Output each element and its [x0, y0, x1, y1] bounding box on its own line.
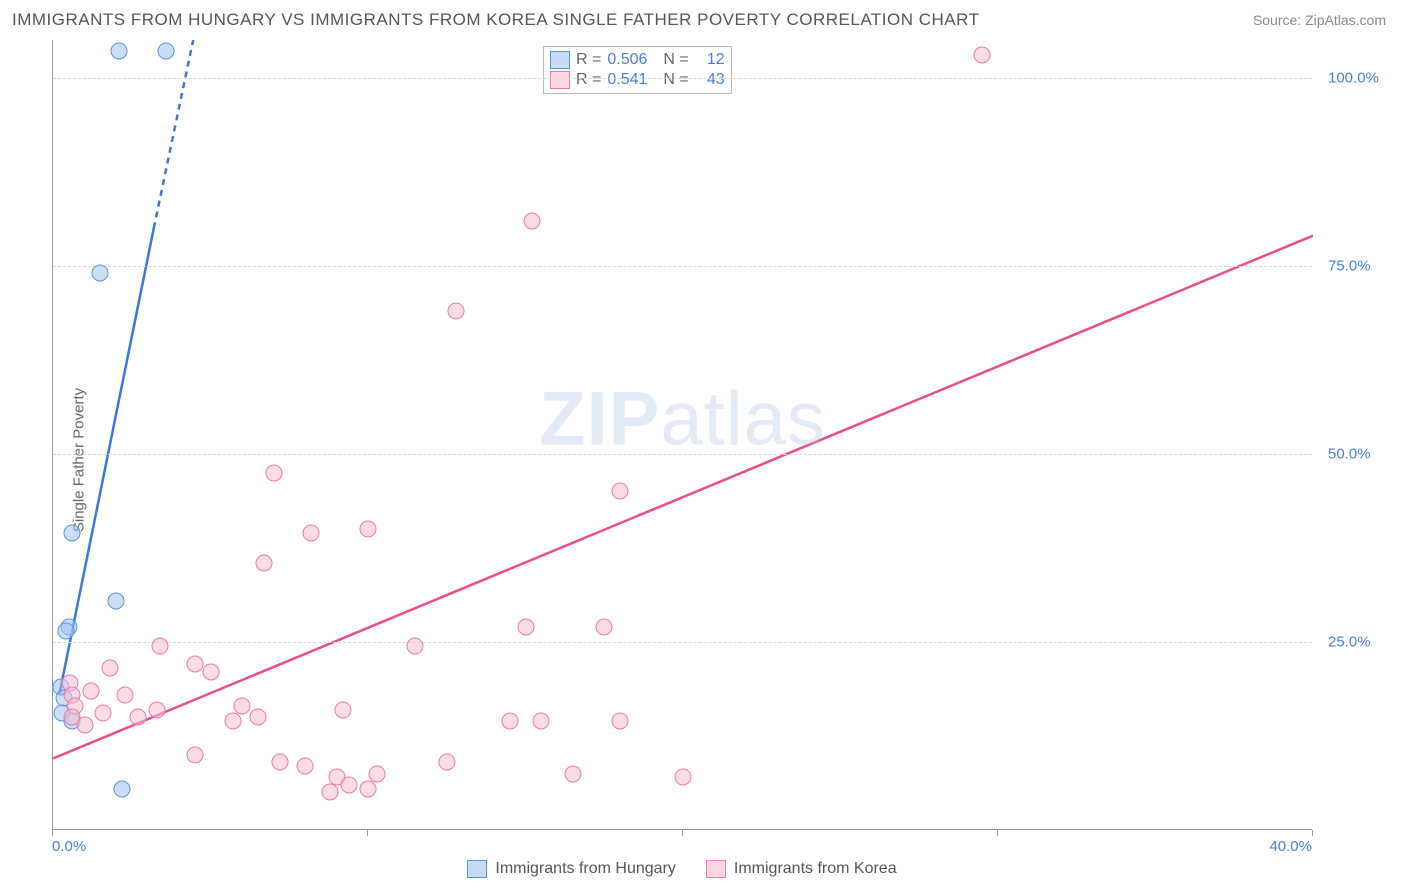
data-point	[271, 754, 288, 771]
y-tick-label: 50.0%	[1328, 445, 1371, 462]
r-label: R =	[576, 71, 601, 89]
data-point	[152, 637, 169, 654]
data-point	[224, 712, 241, 729]
data-point	[523, 212, 540, 229]
grid-line	[53, 454, 1312, 455]
source-label: Source: ZipAtlas.com	[1253, 12, 1386, 28]
legend-item: Immigrants from Hungary	[467, 860, 676, 878]
r-value: 0.506	[607, 51, 657, 69]
swatch-icon	[467, 860, 487, 878]
stats-row: R = 0.541 N = 43	[550, 70, 725, 90]
data-point	[158, 43, 175, 60]
data-point	[265, 464, 282, 481]
data-point	[438, 754, 455, 771]
swatch-icon	[706, 860, 726, 878]
data-point	[369, 765, 386, 782]
stats-row: R = 0.506 N = 12	[550, 50, 725, 70]
data-point	[334, 701, 351, 718]
n-value: 12	[695, 51, 725, 69]
x-tick-label: 0.0%	[52, 838, 86, 855]
r-label: R =	[576, 51, 601, 69]
legend: Immigrants from Hungary Immigrants from K…	[52, 860, 1312, 878]
data-point	[517, 618, 534, 635]
x-tick-mark	[1312, 830, 1313, 836]
data-point	[234, 697, 251, 714]
data-point	[360, 521, 377, 538]
watermark: ZIPatlas	[539, 375, 826, 462]
data-point	[533, 712, 550, 729]
data-point	[596, 618, 613, 635]
x-tick-label: 40.0%	[1269, 838, 1312, 855]
grid-line	[53, 78, 1312, 79]
data-point	[148, 701, 165, 718]
r-value: 0.541	[607, 71, 657, 89]
data-point	[186, 746, 203, 763]
data-point	[322, 784, 339, 801]
data-point	[57, 622, 74, 639]
data-point	[360, 780, 377, 797]
data-point	[612, 483, 629, 500]
data-point	[341, 776, 358, 793]
data-point	[114, 780, 131, 797]
data-point	[117, 686, 134, 703]
grid-line	[53, 642, 1312, 643]
legend-item: Immigrants from Korea	[706, 860, 897, 878]
data-point	[92, 265, 109, 282]
legend-label: Immigrants from Korea	[734, 860, 897, 878]
data-point	[130, 709, 147, 726]
swatch-icon	[550, 51, 570, 69]
grid-line	[53, 266, 1312, 267]
data-point	[675, 769, 692, 786]
data-point	[186, 656, 203, 673]
data-point	[974, 47, 991, 64]
data-point	[111, 43, 128, 60]
data-point	[95, 705, 112, 722]
swatch-icon	[550, 71, 570, 89]
data-point	[564, 765, 581, 782]
chart-title: IMMIGRANTS FROM HUNGARY VS IMMIGRANTS FR…	[12, 10, 979, 30]
y-tick-label: 25.0%	[1328, 633, 1371, 650]
data-point	[101, 660, 118, 677]
x-tick-mark	[52, 830, 53, 836]
n-label: N =	[663, 71, 688, 89]
stats-legend: R = 0.506 N = 12 R = 0.541 N = 43	[543, 46, 732, 94]
data-point	[202, 664, 219, 681]
data-point	[76, 716, 93, 733]
title-bar: IMMIGRANTS FROM HUNGARY VS IMMIGRANTS FR…	[0, 0, 1406, 35]
data-point	[82, 682, 99, 699]
data-point	[303, 524, 320, 541]
n-value: 43	[695, 71, 725, 89]
data-point	[108, 592, 125, 609]
data-point	[612, 712, 629, 729]
data-point	[407, 637, 424, 654]
data-point	[448, 302, 465, 319]
data-point	[256, 554, 273, 571]
y-tick-label: 75.0%	[1328, 257, 1371, 274]
data-point	[249, 709, 266, 726]
x-tick-mark	[367, 830, 368, 836]
chart-container: Single Father Poverty ZIPatlas R =0.506N…	[12, 40, 1394, 880]
plot-area: ZIPatlas R =0.506N =12R =0.541N =43 25.0…	[52, 40, 1312, 830]
data-point	[501, 712, 518, 729]
x-tick-mark	[997, 830, 998, 836]
n-label: N =	[663, 51, 688, 69]
data-point	[297, 758, 314, 775]
data-point	[63, 524, 80, 541]
y-tick-label: 100.0%	[1328, 69, 1379, 86]
x-tick-mark	[682, 830, 683, 836]
legend-label: Immigrants from Hungary	[495, 860, 676, 878]
